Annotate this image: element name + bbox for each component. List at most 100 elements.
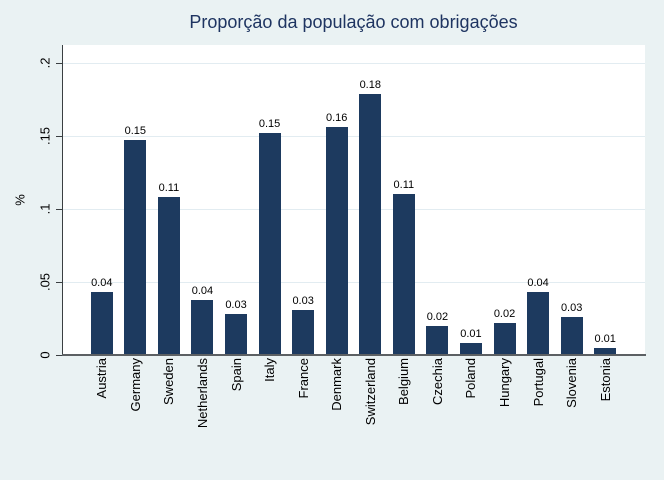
x-label-belgium: Belgium — [396, 358, 412, 405]
bar-value-label-france: 0.03 — [292, 295, 314, 307]
x-label-cell-italy: Italy — [253, 358, 287, 470]
y-tick-label: .05 — [37, 272, 53, 292]
bar-slot-netherlands: 0.04 — [186, 285, 220, 355]
x-label-sweden: Sweden — [161, 358, 177, 405]
x-label-portugal: Portugal — [530, 358, 546, 407]
bar-slot-estonia: 0.01 — [588, 333, 622, 355]
bar-slot-france: 0.03 — [286, 295, 320, 355]
x-label-poland: Poland — [463, 358, 479, 399]
bar-slot-poland: 0.01 — [454, 328, 488, 355]
bar-slot-hungary: 0.02 — [488, 308, 522, 355]
x-label-france: France — [295, 358, 311, 399]
y-tick-mark — [56, 208, 62, 210]
bar-portugal — [527, 292, 550, 355]
x-label-estonia: Estonia — [597, 358, 613, 402]
y-axis-title: % — [12, 194, 28, 206]
gridline-2 — [62, 62, 645, 64]
bar-value-label-italy: 0.15 — [258, 118, 281, 130]
bar-france — [292, 310, 315, 355]
bar-spain — [225, 314, 248, 355]
x-axis-labels: Austria Germany Sweden Netherlands Spain Ital… — [62, 358, 645, 470]
x-label-cell-estonia: Estonia — [588, 358, 622, 470]
bar-belgium — [392, 194, 415, 355]
bar-value-label-estonia: 0.01 — [594, 333, 616, 345]
bar-slot-germany: 0.15 — [119, 125, 153, 355]
x-label-switzerland: Switzerland — [362, 358, 378, 426]
x-label-cell-spain: Spain — [219, 358, 253, 470]
x-label-cell-germany: Germany — [119, 358, 153, 470]
x-label-cell-netherlands: Netherlands — [186, 358, 220, 470]
y-tick-label: .1 — [37, 203, 53, 215]
x-label-cell-belgium: Belgium — [387, 358, 421, 470]
y-tick-label: 0 — [37, 351, 53, 359]
bar-slot-italy: 0.15 — [253, 118, 287, 355]
y-tick-mark — [56, 135, 62, 137]
bar-slot-denmark: 0.16 — [320, 112, 354, 355]
y-tick-mark — [56, 355, 62, 356]
x-label-hungary: Hungary — [497, 358, 513, 408]
x-label-netherlands: Netherlands — [194, 358, 210, 429]
bar-switzerland — [359, 94, 382, 355]
bar-poland — [459, 343, 482, 355]
bar-slot-spain: 0.03 — [219, 299, 253, 355]
x-label-cell-sweden: Sweden — [152, 358, 186, 470]
x-label-cell-hungary: Hungary — [488, 358, 522, 470]
bar-value-label-austria: 0.04 — [91, 277, 113, 289]
bar-slot-slovenia: 0.03 — [555, 302, 589, 355]
gridline-1 — [62, 208, 645, 210]
x-label-cell-france: France — [286, 358, 320, 470]
x-label-spain: Spain — [228, 358, 244, 392]
bar-value-label-czechia: 0.02 — [426, 311, 449, 323]
bar-value-label-netherlands: 0.04 — [191, 285, 214, 297]
chart-title: Proporção da população com obrigações — [189, 12, 518, 32]
bars-container: 0.04 0.15 0.11 0.04 0.03 0.15 0.03 0.16 0.18 0.11… — [62, 45, 645, 355]
y-tick-mark — [56, 281, 62, 283]
y-tick-label: .15 — [37, 126, 53, 146]
plot-area: 0.04 0.15 0.11 0.04 0.03 0.15 0.03 0.16 0.18 0.11… — [62, 45, 645, 355]
bar-slot-portugal: 0.04 — [521, 277, 555, 355]
bar-denmark — [325, 127, 348, 355]
x-label-cell-austria: Austria — [85, 358, 119, 470]
x-label-austria: Austria — [94, 358, 110, 399]
x-label-cell-switzerland: Switzerland — [354, 358, 388, 470]
bar-netherlands — [191, 300, 214, 355]
bar-value-label-switzerland: 0.18 — [359, 79, 381, 91]
x-label-cell-denmark: Denmark — [320, 358, 354, 470]
bar-value-label-belgium: 0.11 — [393, 179, 415, 191]
x-label-slovenia: Slovenia — [564, 358, 580, 408]
x-label-cell-portugal: Portugal — [521, 358, 555, 470]
y-tick-label: .2 — [37, 57, 53, 69]
bar-hungary — [493, 323, 516, 355]
bar-slot-sweden: 0.11 — [152, 182, 186, 355]
gridline-15 — [62, 135, 645, 137]
bar-value-label-spain: 0.03 — [225, 299, 247, 311]
bar-slot-czechia: 0.02 — [421, 311, 455, 355]
bar-czechia — [426, 326, 449, 355]
x-label-italy: Italy — [262, 358, 278, 382]
bar-slot-belgium: 0.11 — [387, 179, 421, 355]
bar-slot-switzerland: 0.18 — [354, 79, 388, 355]
bar-value-label-portugal: 0.04 — [527, 277, 549, 289]
x-label-cell-slovenia: Slovenia — [555, 358, 589, 470]
bar-value-label-slovenia: 0.03 — [560, 302, 583, 314]
bar-value-label-hungary: 0.02 — [493, 308, 516, 320]
bar-sweden — [157, 197, 180, 355]
bar-italy — [258, 133, 281, 355]
bar-value-label-poland: 0.01 — [460, 328, 482, 340]
bar-value-label-germany: 0.15 — [124, 125, 147, 137]
bar-value-label-denmark: 0.16 — [326, 112, 348, 124]
x-label-czechia: Czechia — [429, 358, 445, 405]
bar-value-label-sweden: 0.11 — [158, 182, 180, 194]
x-axis-line — [62, 354, 646, 356]
bar-slot-austria: 0.04 — [85, 277, 119, 355]
x-label-cell-poland: Poland — [454, 358, 488, 470]
y-tick-mark — [56, 62, 62, 64]
bar-germany — [124, 140, 147, 355]
gridline-05 — [62, 281, 645, 283]
bar-estonia — [594, 348, 617, 355]
x-label-cell-czechia: Czechia — [421, 358, 455, 470]
x-label-denmark: Denmark — [329, 358, 345, 411]
bar-austria — [90, 292, 113, 355]
y-axis-line — [62, 45, 63, 355]
